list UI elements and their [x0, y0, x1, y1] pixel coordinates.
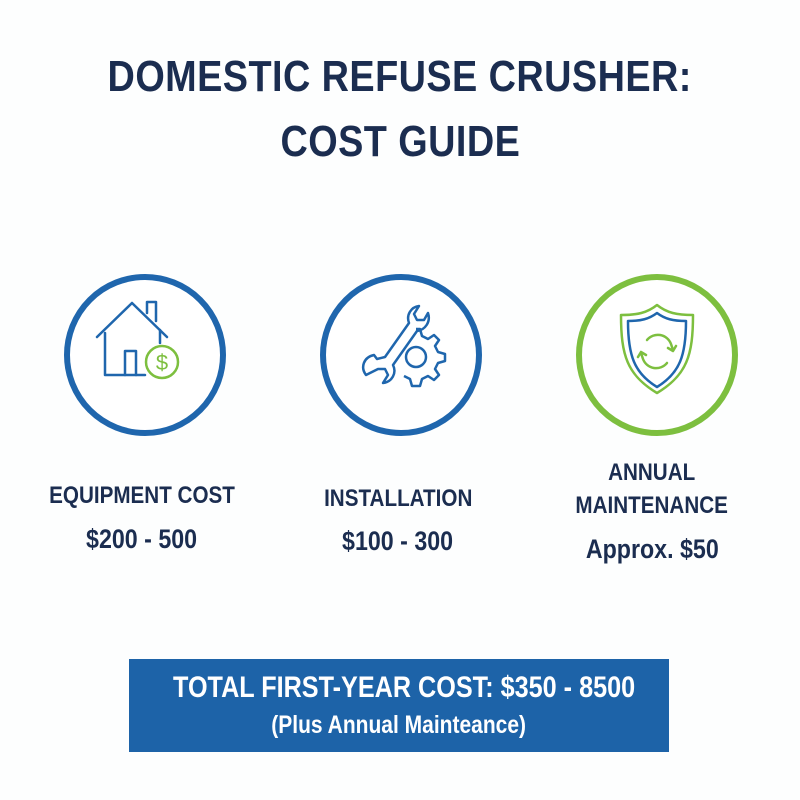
wrench-gear-icon — [362, 304, 447, 388]
installation-label: INSTALLATION — [323, 485, 473, 512]
page-title-line2: COST GUIDE — [280, 117, 520, 166]
equipment-cost-label: EQUIPMENT COST — [49, 482, 235, 509]
total-cost-banner: TOTAL FIRST-YEAR COST: $350 - 8500 (Plus… — [129, 659, 669, 752]
installation-icon-circle — [320, 274, 482, 436]
total-cost-note: (Plus Annual Mainteance) — [271, 711, 527, 739]
svg-text:$: $ — [156, 350, 168, 375]
maintenance-icon-circle — [576, 274, 738, 436]
page-title-line1: DOMESTIC REFUSE CRUSHER: — [107, 52, 693, 101]
installation-value: $100 - 300 — [342, 526, 454, 556]
equipment-cost-value: $200 - 500 — [86, 524, 198, 554]
shield-refresh-icon — [619, 303, 695, 395]
total-cost-text: TOTAL FIRST-YEAR COST: $350 - 8500 — [173, 671, 636, 704]
equipment-icon-circle: $ — [64, 274, 226, 436]
maintenance-label-line2: MAINTENANCE — [575, 492, 729, 519]
house-dollar-icon: $ — [95, 300, 180, 380]
maintenance-value: Approx. $50 — [585, 534, 719, 564]
maintenance-label-line1: ANNUAL — [608, 459, 696, 486]
